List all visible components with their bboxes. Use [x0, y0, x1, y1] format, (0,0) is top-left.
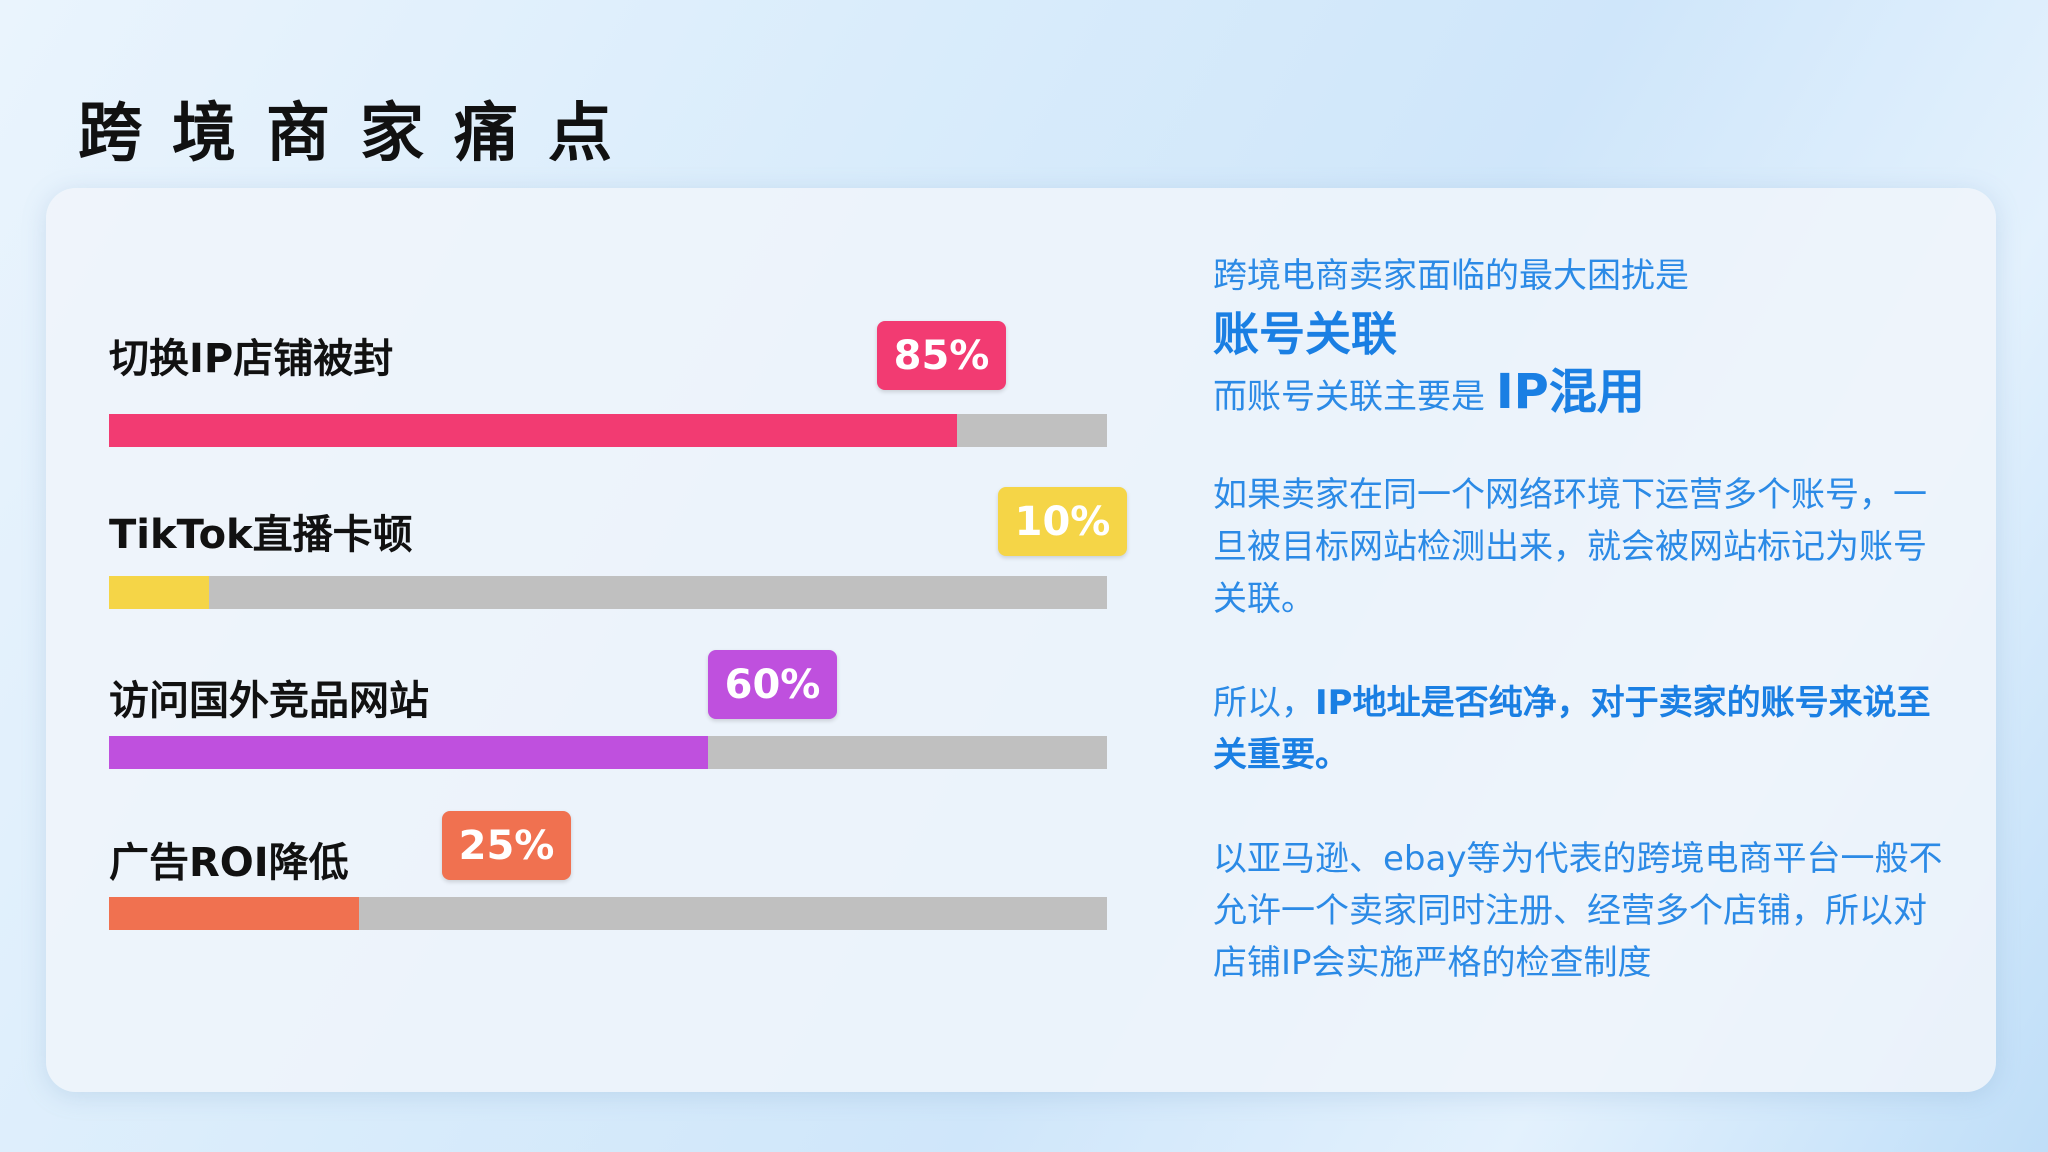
percent-badge: 25%: [442, 811, 571, 880]
paragraph-ip-clean: 所以，IP地址是否纯净，对于卖家的账号来说至关重要。: [1213, 677, 1953, 781]
ip-mix-prefix: 而账号关联主要是: [1213, 377, 1496, 417]
bar-fill: [109, 576, 209, 609]
explanation-panel: 跨境电商卖家面临的最大困扰是 账号关联 而账号关联主要是 IP混用 如果卖家在同…: [1213, 250, 1953, 989]
bar-fill: [109, 736, 708, 769]
bar-track: [109, 897, 1107, 930]
bar-fill: [109, 897, 359, 930]
percent-badge: 10%: [998, 487, 1127, 556]
percent-badge: 85%: [877, 321, 1006, 390]
ip-mix-line: 而账号关联主要是 IP混用: [1213, 366, 1953, 423]
para2-prefix: 所以，: [1213, 683, 1315, 723]
content-card: [46, 188, 1996, 1092]
percent-badge: 60%: [708, 650, 837, 719]
bar-track: [109, 414, 1107, 447]
bar-label: 广告ROI降低: [109, 840, 349, 886]
bar-fill: [109, 414, 958, 447]
bar-track: [109, 576, 1107, 609]
bar-track: [109, 736, 1107, 769]
intro-line: 跨境电商卖家面临的最大困扰是: [1213, 256, 1689, 296]
bar-label: 切换IP店铺被封: [109, 336, 394, 382]
headline-account-association: 账号关联: [1213, 307, 1397, 361]
bar-label: TikTok直播卡顿: [109, 512, 413, 558]
para2-emphasis: IP地址是否纯净，对于卖家的账号来说至关重要。: [1213, 683, 1931, 775]
paragraph-platforms: 以亚马逊、ebay等为代表的跨境电商平台一般不允许一个卖家同时注册、经营多个店铺…: [1213, 839, 1943, 983]
paragraph-network: 如果卖家在同一个网络环境下运营多个账号，一旦被目标网站检测出来，就会被网站标记为…: [1213, 475, 1927, 619]
bar-label: 访问国外竞品网站: [109, 678, 429, 724]
page-title: 跨境商家痛点: [78, 97, 642, 171]
ip-mix-emphasis: IP混用: [1495, 364, 1645, 420]
